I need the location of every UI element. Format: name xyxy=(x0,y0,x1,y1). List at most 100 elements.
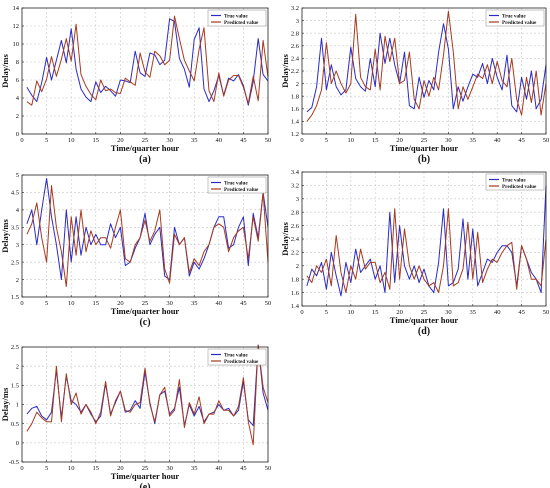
x-tick-label: 10 xyxy=(68,465,75,472)
x-tick-label: 25 xyxy=(142,137,149,144)
x-tick-label: 30 xyxy=(166,300,173,307)
y-tick-label: 5 xyxy=(16,172,19,179)
panel-label: (d) xyxy=(418,326,430,337)
legend-entry: Predicted value xyxy=(502,20,537,26)
x-tick-label: 15 xyxy=(93,465,100,472)
x-tick-label: 20 xyxy=(396,309,403,316)
y-tick-label: 3.2 xyxy=(291,5,299,12)
chart-panel: 0 5 10 15 20 25 30 35 40 45 50 1.5 2 2.5 3 3.5 4 4.5 5 Time… xyxy=(0,172,271,328)
panel-label: (c) xyxy=(139,317,150,328)
y-tick-label: 10 xyxy=(13,41,20,48)
y-tick-label: 3 xyxy=(296,18,299,25)
series-line-true-value xyxy=(306,185,547,297)
x-tick-label: 40 xyxy=(216,465,223,472)
legend-entry: True value xyxy=(502,178,526,184)
y-tick-label: 4 xyxy=(16,95,20,102)
y-tick-label: 2.6 xyxy=(291,43,300,50)
y-tick-label: 3 xyxy=(296,196,299,203)
legend-box xyxy=(207,176,267,194)
x-tick-label: 25 xyxy=(421,137,428,144)
y-tick-label: 2.5 xyxy=(11,259,19,266)
x-tick-label: 40 xyxy=(216,300,223,307)
x-tick-label: 50 xyxy=(543,309,550,316)
series-line-predicted-value xyxy=(26,15,269,106)
chart-panel: 0 5 10 15 20 25 30 35 40 45 50 1.4 1.6 1.8 2 2.2 2.4 2.6 2… xyxy=(280,169,549,337)
legend-box xyxy=(207,348,267,366)
legend-entry: Predicted value xyxy=(224,20,259,26)
y-tick-label: 1 xyxy=(16,402,19,409)
y-tick-label: 3.5 xyxy=(11,224,19,231)
series-line-predicted-value xyxy=(26,185,269,287)
legend-entry: True value xyxy=(502,14,526,20)
y-axis-title: Delay/ms xyxy=(280,54,290,88)
y-tick-label: 1.5 xyxy=(11,294,19,301)
legend-box xyxy=(485,9,545,27)
x-tick-label: 20 xyxy=(396,137,403,144)
y-tick-label: 1.8 xyxy=(291,93,299,100)
legend-entry: Predicted value xyxy=(224,187,259,193)
x-tick-label: 15 xyxy=(372,137,379,144)
y-tick-label: 4.5 xyxy=(11,190,19,197)
series-line-predicted-value xyxy=(26,344,269,446)
x-tick-label: 25 xyxy=(421,309,428,316)
x-tick-label: 0 xyxy=(300,137,303,144)
x-tick-label: 5 xyxy=(45,137,48,144)
x-tick-label: 50 xyxy=(265,465,272,472)
x-tick-label: 40 xyxy=(216,137,223,144)
x-tick-label: 50 xyxy=(265,300,272,307)
x-tick-label: 45 xyxy=(240,300,247,307)
x-tick-label: 20 xyxy=(117,300,124,307)
legend-box xyxy=(207,9,267,27)
y-tick-label: 1.6 xyxy=(291,106,300,113)
legend-box xyxy=(485,173,545,191)
x-tick-label: 35 xyxy=(470,309,477,316)
y-tick-label: 3 xyxy=(16,242,19,249)
x-axis-title: Time/quarter hour xyxy=(111,471,180,481)
x-tick-label: 50 xyxy=(265,137,272,144)
y-axis-title: Delay/ms xyxy=(280,222,290,256)
x-tick-label: 35 xyxy=(470,137,477,144)
y-tick-label: 2 xyxy=(16,277,19,284)
series-line-predicted-value xyxy=(306,10,547,122)
x-axis-title: Time/quarter hour xyxy=(390,143,459,153)
x-tick-label: 25 xyxy=(142,300,149,307)
x-tick-label: 45 xyxy=(240,465,247,472)
y-tick-label: 2.2 xyxy=(291,250,299,257)
x-tick-label: 30 xyxy=(445,309,452,316)
x-tick-label: 35 xyxy=(191,300,198,307)
y-tick-label: 2 xyxy=(296,263,299,270)
x-tick-label: 10 xyxy=(68,300,75,307)
x-tick-label: 35 xyxy=(191,137,198,144)
y-tick-label: 2.8 xyxy=(291,30,299,37)
x-tick-label: 10 xyxy=(68,137,75,144)
panel-label: (b) xyxy=(418,154,430,165)
x-tick-label: 30 xyxy=(445,137,452,144)
panel-label: (e) xyxy=(139,482,150,488)
y-tick-label: 1.8 xyxy=(291,276,299,283)
y-tick-label: 2 xyxy=(296,81,299,88)
x-tick-label: 5 xyxy=(325,309,328,316)
legend-entry: Predicted value xyxy=(502,184,537,190)
x-tick-label: 25 xyxy=(142,465,149,472)
x-tick-label: 15 xyxy=(93,137,100,144)
x-tick-label: 15 xyxy=(93,300,100,307)
y-tick-label: 0 xyxy=(16,131,19,138)
chart-panel: 0 5 10 15 20 25 30 35 40 45 50 0 2 4 6 8 10 12 14 Time/quar… xyxy=(0,5,271,165)
x-tick-label: 10 xyxy=(348,137,355,144)
y-tick-label: 2.5 xyxy=(11,344,19,351)
x-tick-label: 5 xyxy=(45,300,48,307)
y-tick-label: 0 xyxy=(16,440,19,447)
y-axis-title: Delay/ms xyxy=(0,387,10,421)
x-tick-label: 40 xyxy=(494,309,501,316)
x-tick-label: 35 xyxy=(191,465,198,472)
x-tick-label: 10 xyxy=(348,309,355,316)
x-tick-label: 45 xyxy=(518,309,525,316)
x-axis-title: Time/quarter hour xyxy=(111,143,180,153)
legend-entry: True value xyxy=(224,353,248,359)
y-tick-label: 2 xyxy=(16,363,19,370)
